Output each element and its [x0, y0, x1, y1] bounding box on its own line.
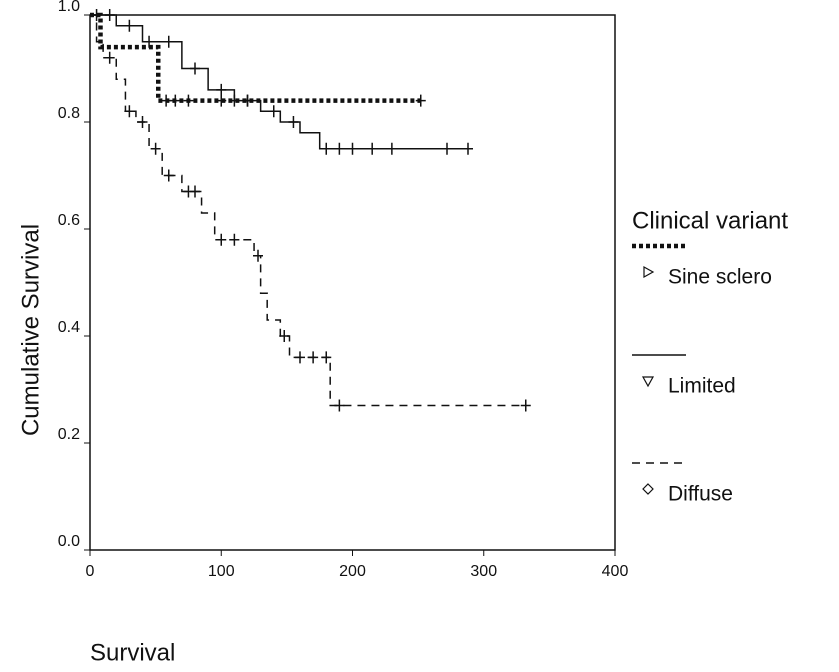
censor-mark [183, 94, 194, 107]
censor-mark [308, 351, 319, 364]
censor-mark [104, 9, 115, 21]
censor-mark [242, 94, 253, 107]
legend-marker [641, 376, 655, 388]
legend-label: Limited [668, 375, 736, 398]
x-tick-label: 200 [339, 563, 366, 580]
x-tick-label: 300 [470, 563, 497, 580]
y-tick-label: 0.6 [58, 212, 80, 229]
censor-mark [321, 142, 332, 155]
censor-mark [216, 94, 227, 107]
censor-mark [288, 116, 299, 128]
censor-mark [163, 169, 174, 182]
legend-label: Sine sclero [668, 266, 772, 289]
censor-mark [334, 399, 345, 412]
censor-mark [104, 51, 115, 64]
x-tick-label: 100 [208, 563, 235, 580]
censor-mark [520, 399, 531, 412]
censor-mark [163, 35, 174, 48]
survival-curve [90, 12, 421, 103]
legend-marker [643, 265, 655, 279]
y-axis-title: Cumulative Survival [17, 224, 44, 436]
censor-mark [386, 142, 397, 155]
censor-mark [268, 105, 279, 118]
y-tick-label: 0.4 [58, 319, 80, 336]
survival-curve [90, 14, 471, 150]
x-axis-title: Survival [90, 639, 175, 666]
legend-marker [642, 483, 654, 495]
x-tick-label: 400 [602, 563, 629, 580]
censor-mark [216, 233, 227, 246]
censor-mark [321, 351, 332, 364]
y-tick-label: 1.0 [58, 0, 80, 15]
legend-label: Diffuse [668, 483, 733, 506]
censor-mark [442, 142, 452, 155]
censor-mark [279, 330, 290, 342]
y-tick-label: 0.0 [58, 533, 80, 550]
plot-frame [89, 14, 616, 551]
censor-mark [124, 19, 135, 32]
censor-mark [124, 105, 135, 118]
censor-mark [137, 116, 148, 128]
censor-mark [415, 94, 426, 107]
survival-curve [90, 14, 526, 407]
censor-mark [161, 94, 172, 107]
censor-mark [253, 249, 263, 262]
censor-mark [463, 142, 473, 155]
legend-title: Clinical variant [632, 207, 788, 234]
censor-mark [150, 142, 161, 155]
censor-mark [190, 62, 200, 75]
x-tick-label: 0 [86, 563, 95, 580]
censor-mark [190, 185, 200, 198]
censor-mark [334, 142, 345, 155]
censor-mark [170, 94, 181, 107]
censor-mark [144, 35, 155, 48]
y-tick-label: 0.8 [58, 105, 80, 122]
censor-mark [347, 142, 358, 155]
y-tick-label: 0.2 [58, 426, 80, 443]
censor-mark [295, 351, 305, 364]
censor-mark [229, 233, 240, 246]
censor-mark [216, 83, 227, 96]
censor-mark [367, 142, 378, 155]
